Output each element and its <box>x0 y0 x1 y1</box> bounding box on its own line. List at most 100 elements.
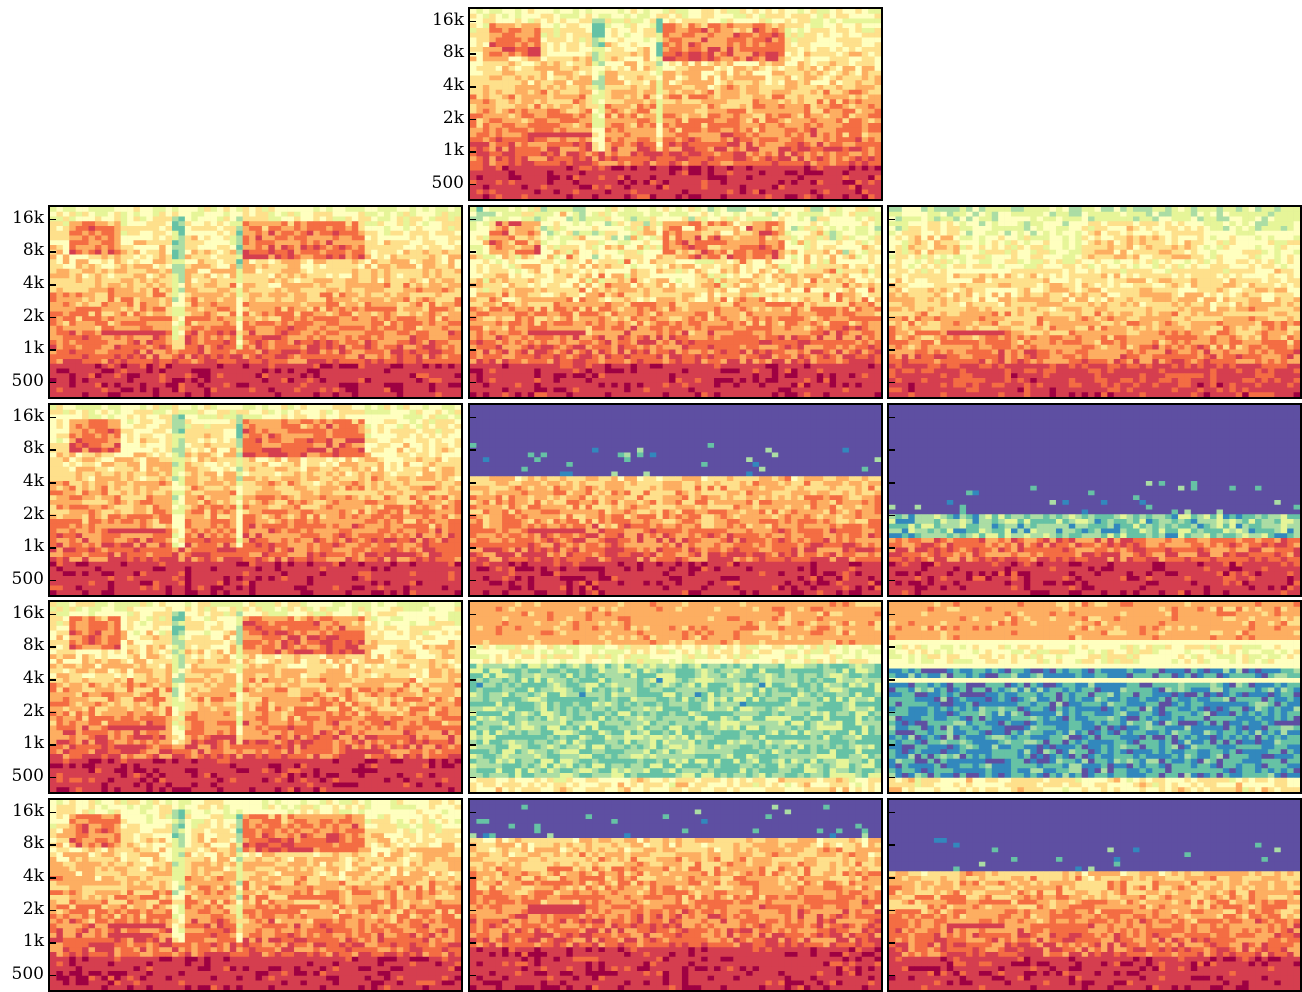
spectrogram-image <box>889 207 1300 397</box>
y-tick-label: 8k <box>2 637 44 654</box>
y-tick-mark <box>889 547 895 549</box>
y-tick-mark <box>470 844 476 846</box>
spectrogram-image <box>889 405 1300 595</box>
y-tick-mark <box>50 877 56 879</box>
spectrogram-image <box>470 207 881 397</box>
y-tick-mark <box>470 219 476 221</box>
spectrogram-panel-p10 <box>48 798 463 992</box>
y-tick-mark <box>470 547 476 549</box>
y-tick-mark <box>470 482 476 484</box>
y-tick-label: 500 <box>2 966 44 983</box>
y-tick-label: 2k <box>2 506 44 523</box>
spectrogram-image <box>889 602 1300 792</box>
y-tick-mark <box>889 349 895 351</box>
y-tick-mark <box>889 679 895 681</box>
y-tick-mark <box>50 515 56 517</box>
y-tick-mark <box>889 284 895 286</box>
y-tick-mark <box>889 812 895 814</box>
y-tick-mark <box>470 679 476 681</box>
spectrogram-panel-p3 <box>887 205 1302 399</box>
y-tick-mark <box>470 614 476 616</box>
y-tick-label: 500 <box>2 768 44 785</box>
y-tick-label: 500 <box>2 373 44 390</box>
spectrogram-panel-p12 <box>887 798 1302 992</box>
y-tick-mark <box>470 515 476 517</box>
spectrogram-panel-p6 <box>887 403 1302 597</box>
y-tick-mark <box>50 614 56 616</box>
y-tick-mark <box>470 812 476 814</box>
y-tick-mark <box>889 317 895 319</box>
spectrogram-panel-p11 <box>468 798 883 992</box>
y-tick-mark <box>470 449 476 451</box>
spectrogram-panel-p8 <box>468 600 883 794</box>
y-tick-label: 1k <box>422 142 464 159</box>
y-tick-mark <box>889 942 895 944</box>
y-tick-mark <box>889 482 895 484</box>
y-tick-label: 1k <box>2 735 44 752</box>
y-tick-label: 4k <box>422 77 464 94</box>
y-tick-mark <box>50 679 56 681</box>
y-tick-mark <box>889 614 895 616</box>
y-tick-mark <box>470 712 476 714</box>
y-tick-mark <box>50 449 56 451</box>
y-tick-mark <box>470 284 476 286</box>
y-tick-mark <box>889 251 895 253</box>
y-tick-mark <box>470 417 476 419</box>
y-tick-mark <box>889 580 895 582</box>
y-tick-mark <box>470 777 476 779</box>
spectrogram-panel-p0 <box>468 7 883 201</box>
spectrogram-image <box>50 207 461 397</box>
spectrogram-image <box>50 405 461 595</box>
y-tick-mark <box>470 53 476 55</box>
y-tick-mark <box>50 744 56 746</box>
y-tick-mark <box>50 712 56 714</box>
y-tick-label: 1k <box>2 340 44 357</box>
y-tick-mark <box>470 975 476 977</box>
y-tick-mark <box>470 151 476 153</box>
y-tick-mark <box>889 877 895 879</box>
y-tick-label: 8k <box>2 242 44 259</box>
spectrogram-panel-p4 <box>48 403 463 597</box>
y-tick-label: 4k <box>2 473 44 490</box>
y-tick-label: 8k <box>2 835 44 852</box>
y-tick-mark <box>889 910 895 912</box>
y-tick-label: 8k <box>2 440 44 457</box>
spectrogram-panel-p5 <box>468 403 883 597</box>
y-tick-label: 16k <box>422 12 464 29</box>
y-tick-label: 4k <box>2 275 44 292</box>
y-tick-label: 2k <box>2 308 44 325</box>
y-tick-mark <box>889 646 895 648</box>
y-tick-label: 2k <box>422 110 464 127</box>
spectrogram-image <box>470 602 881 792</box>
y-tick-label: 8k <box>422 44 464 61</box>
y-tick-label: 16k <box>2 210 44 227</box>
y-tick-mark <box>470 877 476 879</box>
spectrogram-image <box>50 602 461 792</box>
y-tick-mark <box>470 251 476 253</box>
spectrogram-image <box>470 405 881 595</box>
y-tick-mark <box>470 349 476 351</box>
y-tick-mark <box>50 975 56 977</box>
y-tick-mark <box>470 910 476 912</box>
y-tick-label: 1k <box>2 933 44 950</box>
y-tick-mark <box>50 284 56 286</box>
y-tick-label: 2k <box>2 703 44 720</box>
y-tick-label: 1k <box>2 538 44 555</box>
y-tick-mark <box>50 349 56 351</box>
y-tick-mark <box>470 646 476 648</box>
y-tick-mark <box>470 21 476 23</box>
y-tick-mark <box>50 417 56 419</box>
y-tick-label: 16k <box>2 803 44 820</box>
y-tick-mark <box>50 777 56 779</box>
y-tick-mark <box>50 646 56 648</box>
y-tick-label: 4k <box>2 670 44 687</box>
spectrogram-panel-p1 <box>48 205 463 399</box>
y-tick-mark <box>889 515 895 517</box>
y-tick-mark <box>470 86 476 88</box>
y-tick-label: 16k <box>2 408 44 425</box>
y-tick-mark <box>889 449 895 451</box>
y-tick-mark <box>50 219 56 221</box>
y-tick-label: 500 <box>422 175 464 192</box>
y-tick-mark <box>889 744 895 746</box>
y-tick-mark <box>50 382 56 384</box>
